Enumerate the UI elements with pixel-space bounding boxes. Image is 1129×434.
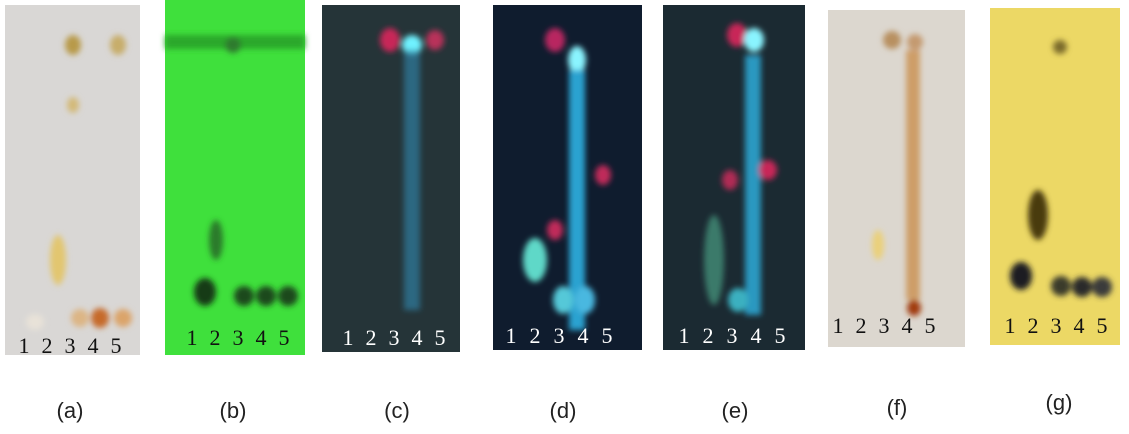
lane-number: 5: [775, 323, 786, 348]
panel-label: (d): [550, 398, 577, 423]
panel-label: (b): [220, 398, 247, 423]
lane-number: 2: [210, 325, 221, 350]
lane-number: 1: [1005, 313, 1016, 338]
lane-number: 2: [703, 323, 714, 348]
panel-label: (a): [57, 398, 84, 423]
lane-number: 4: [412, 325, 423, 350]
lane-number: 1: [679, 323, 690, 348]
lane-number: 3: [554, 323, 565, 348]
lane-number: 5: [279, 325, 290, 350]
panel-label: (e): [722, 398, 749, 423]
lane-number: 3: [233, 325, 244, 350]
lane-number: 4: [902, 313, 913, 338]
lane-number: 1: [343, 325, 354, 350]
lane-number: 5: [1097, 313, 1108, 338]
lane-number: 5: [602, 323, 613, 348]
lane-number: 1: [506, 323, 517, 348]
lane-number: 4: [578, 323, 589, 348]
lane-number: 3: [727, 323, 738, 348]
lane-number: 2: [1028, 313, 1039, 338]
lane-number: 4: [256, 325, 267, 350]
lane-number: 5: [111, 333, 122, 358]
lane-number: 2: [366, 325, 377, 350]
lane-number: 1: [187, 325, 198, 350]
lane-number: 5: [925, 313, 936, 338]
lane-number: 1: [833, 313, 844, 338]
lane-number: 4: [88, 333, 99, 358]
plate-c: [322, 5, 460, 352]
lane-number: 2: [856, 313, 867, 338]
lane-number: 3: [389, 325, 400, 350]
panel-label: (c): [384, 398, 410, 423]
lane-number: 4: [751, 323, 762, 348]
panel-label: (f): [887, 395, 908, 420]
lane-number: 1: [19, 333, 30, 358]
panel-label: (g): [1046, 390, 1073, 415]
lane-number: 4: [1074, 313, 1085, 338]
lane-number: 2: [530, 323, 541, 348]
lane-number: 3: [1051, 313, 1062, 338]
spots: [26, 23, 1112, 330]
lane-number: 3: [65, 333, 76, 358]
plate-f: [828, 10, 965, 347]
plate-a: [5, 5, 140, 355]
lane-number: 5: [435, 325, 446, 350]
lane-number: 3: [879, 313, 890, 338]
lane-number: 2: [42, 333, 53, 358]
